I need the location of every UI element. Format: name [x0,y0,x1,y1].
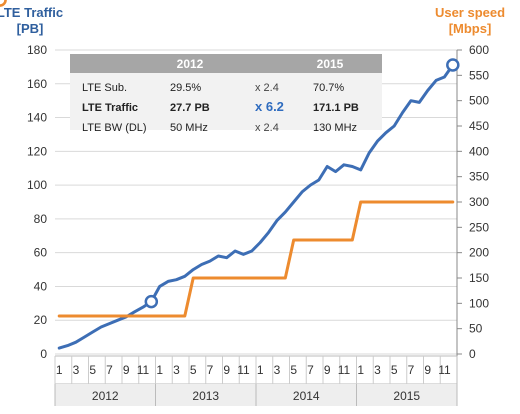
table-cell-2015: 70.7% [313,82,344,94]
table-cell-2012: 27.7 PB [170,102,210,114]
month-tick-label: 1 [156,363,163,377]
year-label: 2012 [92,389,119,403]
left-axis-title: LTE Traffic [0,5,63,20]
month-tick-label: 7 [307,363,314,377]
month-tick-label: 5 [89,363,96,377]
year-label: 2013 [192,389,219,403]
month-tick-label: 11 [137,363,150,377]
month-tick-label: 5 [290,363,297,377]
right-tick-label: 150 [469,271,489,285]
right-tick-label: 200 [469,246,489,260]
month-tick-label: 7 [408,363,415,377]
left-tick-label: 160 [27,77,47,91]
right-axis-title: User speed [435,5,505,20]
month-tick-label: 3 [374,363,381,377]
table-cell-ratio: x 2.4 [255,122,279,134]
month-tick-label: 9 [324,363,331,377]
right-axis-title: [Mbps] [449,21,492,36]
left-tick-label: 120 [27,144,47,158]
table-header-background [70,54,382,73]
axes: 0 20 40 60 80 100 120 140 160 180 0 50 100 150 200 250 3… [0,5,505,406]
year-label: 2015 [393,389,420,403]
table-header-year: 2012 [177,57,204,71]
month-tick-label: 1 [357,363,364,377]
right-tick-label: 300 [469,195,489,209]
table-cell-2015: 171.1 PB [313,102,359,114]
month-tick-label: 9 [123,363,130,377]
month-tick-label: 1 [257,363,264,377]
left-axis-title: [PB] [17,21,44,36]
left-tick-label: 60 [34,246,48,260]
year-label: 2014 [293,389,320,403]
right-tick-label: 400 [469,144,489,158]
left-tick-label: 100 [27,178,47,192]
right-tick-label: 50 [469,322,483,336]
month-tick-label: 11 [237,363,250,377]
table-cell-2012: 29.5% [170,82,201,94]
lte-traffic-marker [144,294,159,309]
month-tick-label: 3 [173,363,180,377]
left-tick-label: 140 [27,111,47,125]
right-tick-label: 250 [469,220,489,234]
month-tick-label: 5 [190,363,197,377]
left-tick-label: 0 [40,347,47,361]
right-tick-label: 0 [469,347,476,361]
table-row-label: LTE Traffic [82,102,138,114]
right-tick-label: 550 [469,68,489,82]
table-row-label: LTE BW (DL) [82,122,147,134]
month-tick-label: 9 [424,363,431,377]
right-tick-label: 450 [469,119,489,133]
left-tick-label: 40 [34,279,48,293]
month-tick-label: 7 [106,363,113,377]
lte-traffic-marker [446,58,460,72]
month-tick-label: 11 [438,363,451,377]
user-speed-marker [0,0,7,7]
right-tick-label: 350 [469,170,489,184]
right-tick-label: 100 [469,296,489,310]
series-layer [0,0,460,350]
month-tick-label: 3 [274,363,281,377]
user-speed-line [57,200,455,318]
table-cell-ratio: x 6.2 [255,99,284,114]
table-cell-ratio: x 2.4 [255,82,279,94]
month-tick-label: 7 [207,363,214,377]
table-cell-2012: 50 MHz [170,122,208,134]
right-tick-label: 600 [469,43,489,57]
month-tick-label: 5 [391,363,398,377]
table-header-year: 2015 [317,57,344,71]
month-tick-label: 9 [223,363,230,377]
month-tick-label: 3 [73,363,80,377]
table-row-label: LTE Sub. [82,82,127,94]
left-tick-label: 80 [34,212,48,226]
summary-table: 2012 2015 LTE Sub. 29.5% x 2.4 70.7% LTE Traff… [70,54,382,134]
month-tick-label: 11 [338,363,351,377]
month-tick-label: 1 [56,363,63,377]
right-tick-label: 500 [469,94,489,108]
table-cell-2015: 130 MHz [313,122,357,134]
left-tick-label: 180 [27,43,47,57]
left-tick-label: 20 [34,313,48,327]
